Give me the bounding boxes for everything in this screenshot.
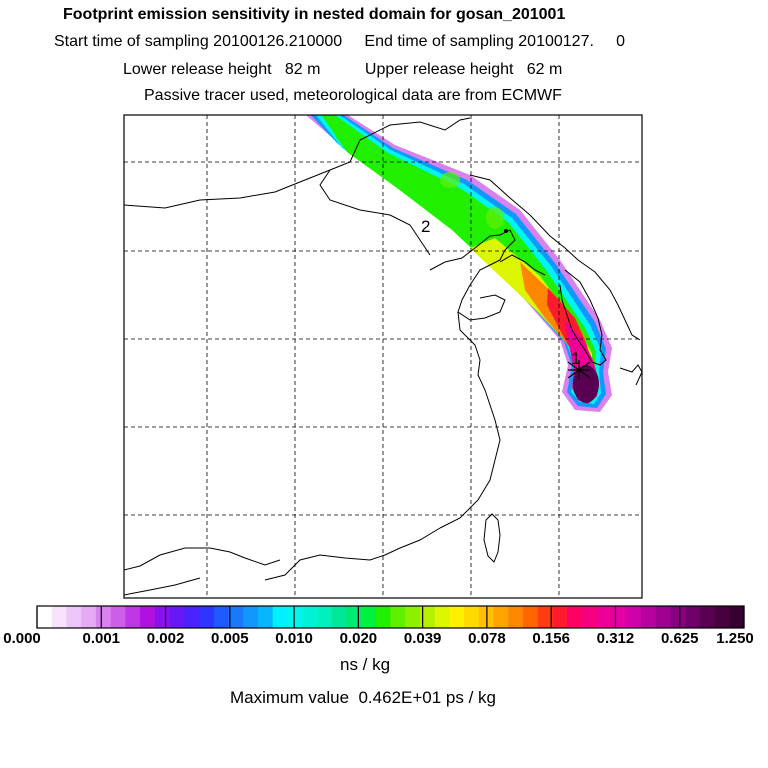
colorbar-cell	[552, 606, 568, 628]
colorbar-cell	[331, 606, 347, 628]
colorbar-cell	[464, 606, 480, 628]
plot-title: Footprint emission sensitivity in nested…	[63, 6, 566, 23]
colorbar-tick-label: 0.039	[403, 630, 442, 647]
colorbar-cell	[537, 606, 554, 628]
sampling-time-line: Start time of sampling 20100126.210000 E…	[54, 33, 626, 50]
receptor-label: 1	[571, 349, 580, 368]
colorbar-cell	[140, 606, 156, 628]
colorbar-cell	[419, 606, 436, 628]
colorbar-cell	[302, 606, 318, 628]
colorbar-cell	[567, 606, 583, 628]
colorbar-cells	[37, 606, 745, 628]
liaodong-coast	[499, 254, 546, 276]
graticule	[124, 115, 642, 598]
colorbar-cell	[228, 606, 244, 628]
colorbar-cell	[493, 606, 509, 628]
colorbar-cell	[685, 606, 701, 628]
colorbar-frame	[36, 605, 745, 629]
colorbar-cell	[243, 606, 259, 628]
colorbar-cell	[346, 606, 362, 628]
colorbar-cell	[184, 606, 200, 628]
colorbar-cell	[169, 606, 185, 628]
china-coast-east	[439, 311, 501, 529]
colorbar-cell	[125, 606, 141, 628]
colorbar-cell	[390, 606, 406, 628]
annotation-label: 2	[421, 217, 430, 236]
colorbar-cell	[405, 606, 421, 628]
colorbar-cell	[316, 606, 333, 628]
inner-border	[319, 169, 431, 256]
inner-border-2	[124, 577, 201, 596]
colorbar-cell	[110, 606, 126, 628]
shandong-coast	[457, 284, 506, 321]
colorbar-cell	[361, 606, 377, 628]
colorbar-cell	[640, 606, 657, 628]
japan-kyushu	[619, 364, 642, 386]
plume-layer-orange	[520, 262, 590, 393]
colorbar-cell	[626, 606, 642, 628]
taiwan	[483, 513, 501, 563]
plume-blob-3	[486, 207, 504, 229]
colorbar-tick-label: 0.002	[146, 630, 185, 647]
colorbar-cell	[81, 606, 97, 628]
colorbar-tick-label: 0.625	[660, 630, 699, 647]
korea-coast	[559, 269, 607, 366]
colorbar-tick-label: 1.250	[716, 630, 754, 647]
colorbar-tick-label: 0.156	[532, 630, 570, 647]
colorbar-tick-label: 0.000	[3, 630, 41, 647]
colorbar-cell	[51, 606, 67, 628]
colorbar-cell	[287, 606, 303, 628]
colorbar-tick-label: 0.010	[275, 630, 313, 647]
colorbar-tick-label: 0.078	[468, 630, 506, 647]
colorbar-cell	[37, 606, 53, 628]
colorbar-tick-label: 0.005	[211, 630, 249, 647]
china-coast-north	[429, 229, 516, 286]
colorbar-cell	[611, 606, 627, 628]
colorbar-unit: ns / kg	[340, 655, 391, 674]
plume-blob-2	[440, 172, 460, 188]
colorbar-tick-label: 0.020	[339, 630, 378, 647]
colorbar-cell	[434, 606, 450, 628]
colorbar-cell	[154, 606, 171, 628]
colorbar-cell	[508, 606, 524, 628]
colorbar-cell	[523, 606, 539, 628]
southern-border	[124, 547, 281, 571]
colorbar-cell	[449, 606, 465, 628]
colorbar-cell	[729, 606, 745, 628]
colorbar-cell	[199, 606, 215, 628]
colorbar-cell	[375, 606, 391, 628]
colorbar-cell	[272, 606, 288, 628]
colorbar-cell	[699, 606, 716, 628]
colorbar-cell	[213, 606, 229, 628]
release-height-line: Lower release height 82 m Upper release …	[123, 61, 563, 78]
colorbar-cell	[95, 606, 112, 628]
receptor-marker	[567, 360, 591, 380]
map-frame	[123, 114, 643, 599]
max-value-text: Maximum value 0.462E+01 ps / kg	[230, 688, 496, 707]
plume-layer-green	[321, 115, 596, 400]
colorbar-cell	[581, 606, 598, 628]
korea-east-coast	[577, 259, 641, 341]
border-northeast	[469, 174, 579, 261]
china-coast-south	[264, 527, 441, 581]
colorbar-cell	[714, 606, 730, 628]
colorbar-cell	[66, 606, 82, 628]
colorbar-cell	[257, 606, 274, 628]
city-dot	[504, 229, 508, 233]
colorbar-tick-label: 0.312	[596, 630, 635, 647]
colorbar-cell	[655, 606, 671, 628]
tracer-info-line: Passive tracer used, meteorological data…	[144, 87, 562, 104]
colorbar-cell	[670, 606, 686, 628]
plume-blob-1	[335, 128, 355, 142]
colorbar-tick-label: 0.001	[82, 630, 121, 647]
colorbar-cell	[596, 606, 612, 628]
